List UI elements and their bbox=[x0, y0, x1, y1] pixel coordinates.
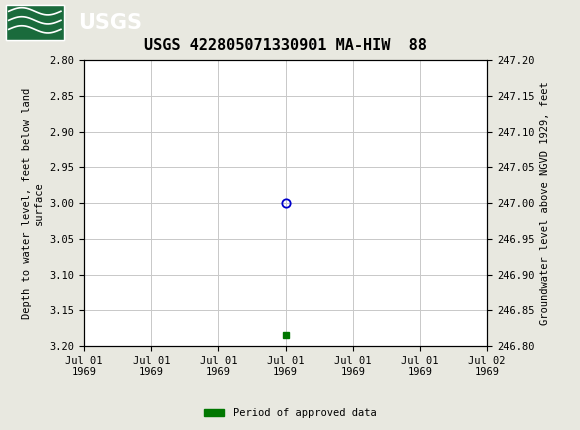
Legend: Period of approved data: Period of approved data bbox=[200, 404, 380, 423]
Bar bbox=[6, 6, 64, 40]
Y-axis label: Depth to water level, feet below land
surface: Depth to water level, feet below land su… bbox=[22, 88, 44, 319]
Title: USGS 422805071330901 MA-HIW  88: USGS 422805071330901 MA-HIW 88 bbox=[144, 38, 427, 53]
Bar bbox=[6, 6, 64, 40]
Y-axis label: Groundwater level above NGVD 1929, feet: Groundwater level above NGVD 1929, feet bbox=[540, 81, 550, 325]
Text: USGS: USGS bbox=[78, 12, 142, 33]
